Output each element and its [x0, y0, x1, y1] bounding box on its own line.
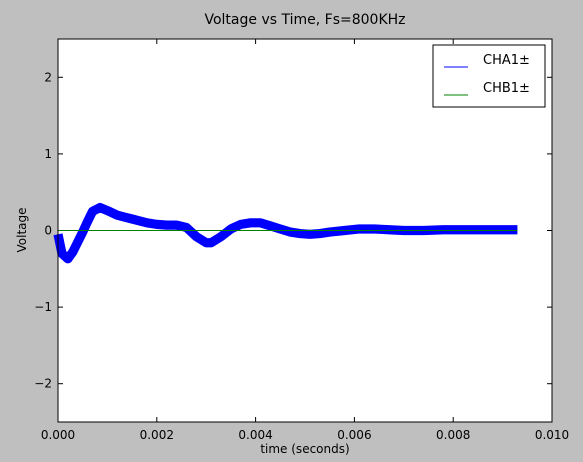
x-tick-label: 0.006: [337, 428, 371, 442]
x-axis-label: time (seconds): [260, 442, 349, 456]
legend: CHA1± CHB1±: [432, 44, 546, 108]
legend-box: [432, 44, 546, 108]
x-tick-label: 0.000: [41, 428, 75, 442]
x-tick-label: 0.002: [140, 428, 174, 442]
y-tick-label: −1: [34, 300, 52, 314]
y-tick-label: −2: [34, 377, 52, 391]
x-tick-label: 0.004: [238, 428, 272, 442]
series-layer: [53, 202, 518, 264]
y-tick-label: 1: [44, 147, 52, 161]
chart-title: Voltage vs Time, Fs=800KHz: [204, 12, 405, 28]
x-tick-label: 0.008: [436, 428, 470, 442]
legend-label-cha1: CHA1±: [483, 53, 530, 68]
series-line-cha1: [57, 206, 518, 260]
legend-label-chb1: CHB1±: [483, 81, 530, 96]
y-axis-label: Voltage: [15, 207, 29, 252]
x-tick-label: 0.010: [535, 428, 569, 442]
y-tick-label: 0: [44, 224, 52, 238]
plot-frame: [57, 38, 553, 423]
y-tick-label: 2: [44, 70, 52, 84]
